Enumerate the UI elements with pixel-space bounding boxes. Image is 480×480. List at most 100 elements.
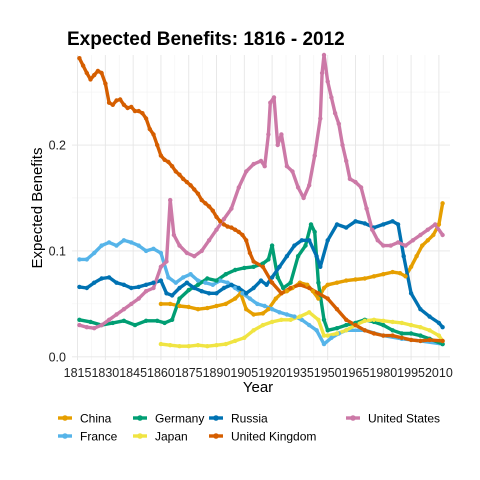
data-point-united-kingdom [244,238,249,243]
data-point-japan [334,331,340,336]
x-tick-label: 1830 [91,366,119,380]
data-point-united-kingdom [92,72,97,78]
data-point-russia [314,254,319,259]
data-point-france [151,246,156,251]
data-point-united-states [168,197,173,203]
legend-label: Japan [155,430,188,444]
data-point-russia [99,276,104,281]
x-tick-label: 1905 [230,366,258,380]
data-point-china [408,264,414,269]
y-axis-title: Expected Benefits [29,148,46,269]
x-tick-label: 1875 [175,366,203,380]
data-point-united-states [329,95,334,100]
data-point-china [266,307,271,312]
data-point-united-kingdom [229,225,234,230]
data-point-russia [77,284,82,290]
data-point-russia [244,291,249,296]
data-point-china [353,277,358,282]
data-point-united-kingdom [269,280,275,285]
data-point-china [305,282,310,287]
data-point-united-kingdom [247,250,253,256]
data-point-japan [344,328,349,333]
chart-title: Expected Benefits: 1816 - 2012 [67,29,345,50]
data-point-russia [114,280,119,285]
data-point-china [403,274,408,279]
data-point-united-states [136,296,141,301]
data-point-united-kingdom [221,222,227,227]
data-point-russia [264,282,269,287]
data-point-russia [229,282,234,287]
data-point-china [371,274,377,279]
data-point-france [262,303,267,309]
data-point-united-states [184,250,190,256]
data-point-france [136,243,141,248]
data-point-united-states [114,312,119,317]
data-point-japan [325,333,330,338]
data-point-united-states [266,132,271,137]
data-point-united-kingdom [440,338,445,344]
data-point-united-kingdom [195,191,201,196]
data-point-united-kingdom [84,70,90,76]
data-point-japan [362,318,367,323]
data-point-united-kingdom [206,204,212,209]
data-point-japan [371,317,377,322]
data-point-united-kingdom [316,291,321,296]
data-point-france [240,291,245,296]
data-point-united-kingdom [132,108,138,114]
series-lines [77,53,445,348]
data-point-germany [390,328,395,333]
data-point-united-kingdom [240,232,245,238]
data-point-united-states [433,222,438,227]
data-point-united-kingdom [88,77,93,82]
data-point-united-states [268,100,273,105]
data-point-germany [275,275,280,280]
data-point-germany [440,341,445,347]
data-point-germany [399,331,404,336]
data-point-united-kingdom [110,102,116,108]
data-point-russia [151,280,156,285]
data-point-russia [184,280,190,285]
data-point-china [344,278,349,283]
y-tick-label: 0.1 [49,244,66,258]
data-point-united-states [236,185,241,190]
data-point-united-kingdom [362,328,367,333]
data-point-russia [258,278,264,283]
data-point-germany [205,276,210,281]
data-point-united-states [332,111,338,116]
data-point-japan [408,322,414,328]
y-tick-label: 0.2 [49,139,66,153]
data-point-united-kingdom [151,132,156,137]
data-point-united-kingdom [95,68,101,74]
data-point-russia [221,285,227,291]
data-point-japan [223,341,228,347]
x-tick-label: 1860 [147,366,175,380]
data-point-china [158,301,164,307]
data-point-united-states [251,161,256,167]
data-point-china [431,232,436,238]
data-point-united-kingdom [188,183,193,188]
data-point-france [277,310,282,315]
data-point-united-kingdom [106,100,112,105]
data-point-france [218,278,223,283]
data-point-united-states [229,206,234,211]
data-point-united-states [418,232,423,238]
data-point-france [143,248,149,254]
data-point-russia [307,238,312,243]
data-point-russia [427,314,432,319]
data-point-france [158,250,164,256]
data-point-united-states [318,116,323,121]
data-point-china [381,272,386,277]
data-point-russia [418,307,423,312]
data-point-united-states [171,232,177,238]
data-point-japan [260,322,266,328]
legend-item-united-kingdom: United Kingdom [209,430,316,444]
legend: China France Germany Japan Russia United King… [58,412,440,444]
legend-key-point [213,415,219,421]
data-point-germany [162,320,167,326]
data-point-germany [223,272,228,277]
data-point-united-states [92,326,97,331]
data-point-russia [251,285,256,291]
x-axis-ticks: 1815 1830 1845 1860 1875 1890 1905 1920 1935 1950… [64,366,453,380]
data-point-russia [440,325,445,330]
data-point-united-states [244,169,249,174]
